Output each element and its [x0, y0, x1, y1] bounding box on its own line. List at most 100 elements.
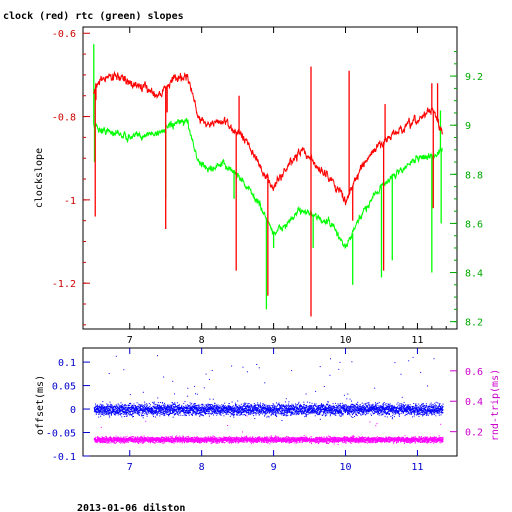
rndtrip-scatter-point — [339, 439, 341, 441]
rndtrip-scatter-point — [202, 437, 204, 439]
rndtrip-scatter-point — [132, 440, 134, 442]
rndtrip-scatter-point — [319, 437, 321, 439]
rndtrip-scatter-point — [240, 441, 242, 443]
rndtrip-scatter-point — [299, 437, 301, 439]
rndtrip-scatter-outlier — [375, 425, 377, 427]
offset-scatter-point — [118, 405, 120, 407]
offset-scatter-point — [117, 414, 119, 416]
rndtrip-scatter-point — [166, 437, 168, 439]
rndtrip-scatter-point — [364, 439, 366, 441]
rndtrip-scatter-point — [399, 438, 401, 440]
offset-scatter-point — [124, 411, 126, 413]
offset-scatter-point — [107, 409, 108, 411]
rndtrip-scatter-point — [121, 438, 122, 440]
offset-scatter-point — [95, 405, 97, 407]
offset-scatter-point — [101, 407, 103, 408]
offset-scatter-point — [113, 408, 115, 410]
rndtrip-scatter-point — [396, 441, 398, 443]
rndtrip-scatter-point — [274, 439, 276, 441]
offset-scatter-point — [98, 410, 100, 412]
rndtrip-scatter-point — [177, 436, 179, 438]
offset-scatter-point — [116, 410, 118, 411]
rndtrip-scatter-point — [364, 438, 366, 440]
rndtrip-scatter-point — [135, 441, 137, 443]
rndtrip-scatter-point — [377, 438, 379, 440]
rndtrip-scatter-outlier — [353, 435, 354, 437]
rndtrip-scatter-point — [298, 438, 300, 440]
rndtrip-scatter-point — [404, 439, 406, 441]
rndtrip-scatter-point — [366, 437, 368, 439]
rndtrip-scatter-point — [155, 437, 157, 439]
rndtrip-scatter-point — [228, 442, 230, 444]
rndtrip-scatter-point — [193, 442, 195, 444]
offset-y-tick-label: 0 — [70, 405, 76, 416]
rndtrip-scatter-point — [131, 438, 133, 439]
rndtrip-scatter-point — [196, 437, 198, 439]
rndtrip-scatter-point — [209, 437, 211, 439]
rndtrip-scatter-point — [306, 440, 308, 442]
rndtrip-scatter-point — [217, 438, 219, 440]
rndtrip-scatter-point — [409, 438, 411, 440]
rndtrip-scatter-point — [311, 439, 313, 441]
rndtrip-scatter-point — [375, 436, 377, 438]
rndtrip-scatter-point — [370, 439, 372, 441]
offset-scatter-point — [106, 407, 108, 409]
rndtrip-scatter-point — [146, 438, 148, 440]
rndtrip-scatter-point — [251, 440, 253, 442]
rndtrip-scatter-point — [300, 441, 302, 443]
rndtrip-scatter-point — [189, 441, 191, 443]
rndtrip-scatter-point — [275, 440, 277, 442]
rndtrip-scatter-point — [231, 439, 233, 441]
rndtrip-scatter-point — [438, 435, 440, 437]
rndtrip-scatter-point — [192, 441, 194, 443]
rndtrip-scatter-point — [378, 440, 380, 442]
rndtrip-scatter-point — [389, 441, 391, 443]
rndtrip-scatter-point — [441, 442, 443, 443]
rndtrip-scatter-point — [349, 442, 351, 443]
rndtrip-scatter-point — [119, 441, 120, 443]
rndtrip-scatter-point — [193, 438, 195, 440]
rndtrip-scatter-point — [345, 440, 347, 442]
rndtrip-scatter-point — [267, 442, 269, 444]
rndtrip-scatter-point — [338, 437, 340, 439]
rndtrip-scatter-point — [434, 440, 436, 442]
rndtrip-scatter-point — [145, 439, 147, 441]
rndtrip-scatter-point — [281, 440, 283, 442]
rndtrip-scatter-point — [130, 438, 132, 440]
rndtrip-scatter-point — [116, 437, 118, 439]
rndtrip-scatter-point — [116, 441, 118, 443]
rndtrip-scatter-point — [345, 437, 347, 439]
rndtrip-scatter-point — [97, 436, 99, 438]
rndtrip-scatter-point — [245, 436, 247, 438]
rndtrip-scatter-point — [347, 440, 349, 442]
rndtrip-scatter-point — [363, 442, 365, 444]
rndtrip-scatter-point — [129, 440, 131, 442]
slopes-panel: clockslope 7 8 9 10 11-0.6-0.8-1-1.28.28.48.… — [34, 26, 483, 346]
rndtrip-scatter-point — [137, 441, 139, 443]
rndtrip-scatter-point — [382, 437, 384, 439]
rndtrip-scatter-point — [170, 436, 172, 438]
rndtrip-scatter-point — [434, 437, 436, 439]
rndtrip-scatter-point — [328, 440, 330, 442]
rndtrip-scatter-point — [350, 436, 352, 438]
rndtrip-scatter-point — [124, 442, 126, 443]
rndtrip-scatter-point — [300, 438, 301, 440]
offset-scatter-point — [117, 409, 119, 411]
rndtrip-scatter-point — [135, 441, 137, 443]
rndtrip-scatter-point — [298, 437, 300, 439]
rndtrip-scatter-point — [211, 440, 213, 442]
rndtrip-scatter-point — [272, 438, 273, 439]
rndtrip-scatter-point — [254, 440, 256, 442]
rndtrip-scatter-point — [214, 438, 216, 440]
rndtrip-scatter-point — [301, 440, 303, 442]
rndtrip-scatter-point — [417, 437, 419, 439]
rndtrip-scatter-point — [210, 442, 212, 444]
rndtrip-scatter-point — [198, 441, 200, 443]
rndtrip-scatter-point — [326, 439, 328, 441]
offset-scatter-point — [98, 411, 100, 413]
offset-scatter-point — [96, 404, 98, 406]
rndtrip-scatter-point — [343, 436, 345, 437]
rndtrip-scatter-point — [141, 442, 143, 444]
rndtrip-scatter-point — [141, 436, 143, 438]
rndtrip-scatter-point — [403, 438, 405, 440]
